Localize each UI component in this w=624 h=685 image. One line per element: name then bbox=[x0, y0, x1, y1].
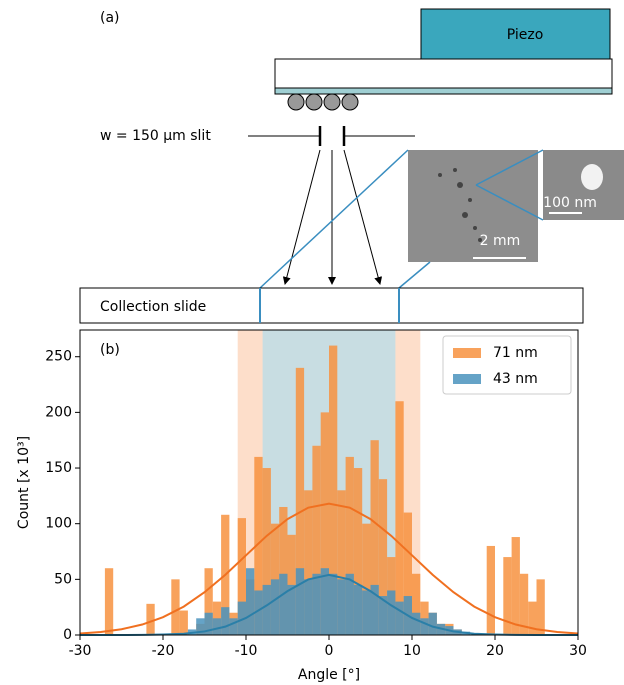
y-tick-label: 50 bbox=[54, 571, 72, 587]
bar bbox=[288, 585, 296, 635]
bar bbox=[354, 585, 362, 635]
x-tick-label: 30 bbox=[569, 643, 587, 659]
bar bbox=[346, 574, 354, 635]
legend-swatch bbox=[453, 348, 481, 358]
bar bbox=[105, 568, 113, 635]
scale-label: 2 mm bbox=[480, 233, 521, 249]
bar bbox=[304, 579, 312, 635]
bar bbox=[362, 590, 370, 635]
y-tick-label: 200 bbox=[45, 404, 72, 420]
bar bbox=[171, 579, 179, 635]
particle bbox=[581, 164, 603, 190]
bar bbox=[180, 611, 188, 635]
piezo-label: Piezo bbox=[507, 27, 544, 43]
scale-label: 100 nm bbox=[543, 195, 597, 211]
bar bbox=[213, 618, 221, 635]
bar bbox=[337, 579, 345, 635]
y-axis-label: Count [x 10³] bbox=[16, 436, 32, 529]
x-tick-label: -30 bbox=[69, 643, 92, 659]
figure: (a) Piezo w = 150 μm slit 2 mm 100 nm bbox=[0, 0, 624, 685]
x-tick-label: 0 bbox=[325, 643, 334, 659]
bar bbox=[229, 618, 237, 635]
arrows bbox=[285, 150, 380, 284]
bar bbox=[263, 585, 271, 635]
bar bbox=[329, 574, 337, 635]
y-tick-label: 100 bbox=[45, 516, 72, 532]
bar bbox=[512, 537, 520, 635]
bar bbox=[296, 568, 304, 635]
y-tick-label: 250 bbox=[45, 349, 72, 365]
spheres bbox=[288, 94, 358, 110]
bar bbox=[146, 604, 154, 635]
bar bbox=[395, 602, 403, 635]
slit bbox=[248, 126, 415, 146]
bar bbox=[420, 618, 428, 635]
bar bbox=[321, 568, 329, 635]
diagram: (a) Piezo w = 150 μm slit 2 mm 100 nm bbox=[80, 9, 624, 323]
bar bbox=[395, 401, 403, 635]
slide-label: Collection slide bbox=[100, 299, 206, 315]
bar bbox=[528, 602, 536, 635]
bar bbox=[271, 579, 279, 635]
y-tick-label: 150 bbox=[45, 460, 72, 476]
legend-label: 71 nm bbox=[493, 345, 538, 361]
x-axis-label: Angle [°] bbox=[298, 667, 360, 683]
panel-label: (b) bbox=[100, 342, 120, 358]
legend-label: 43 nm bbox=[493, 371, 538, 387]
x-tick-label: 10 bbox=[403, 643, 421, 659]
x-tick-label: 20 bbox=[486, 643, 504, 659]
bar bbox=[429, 613, 437, 635]
bar bbox=[246, 568, 254, 635]
x-tick-label: -10 bbox=[235, 643, 258, 659]
slit-label: w = 150 μm slit bbox=[100, 128, 211, 144]
y-tick-label: 0 bbox=[63, 627, 72, 643]
bar bbox=[221, 607, 229, 635]
bar bbox=[537, 579, 545, 635]
panel-label: (a) bbox=[100, 10, 120, 26]
bar bbox=[412, 613, 420, 635]
bar bbox=[487, 546, 495, 635]
substrate bbox=[275, 59, 612, 88]
bar bbox=[387, 590, 395, 635]
histogram-chart: -30 -20 -10 0 10 20 30 0 50 100 150 200 250 Angle [°]… bbox=[16, 330, 587, 683]
substrate-layer bbox=[275, 88, 612, 94]
x-tick-label: -20 bbox=[152, 643, 175, 659]
legend-swatch bbox=[453, 374, 481, 384]
bar bbox=[279, 574, 287, 635]
bar bbox=[312, 574, 320, 635]
